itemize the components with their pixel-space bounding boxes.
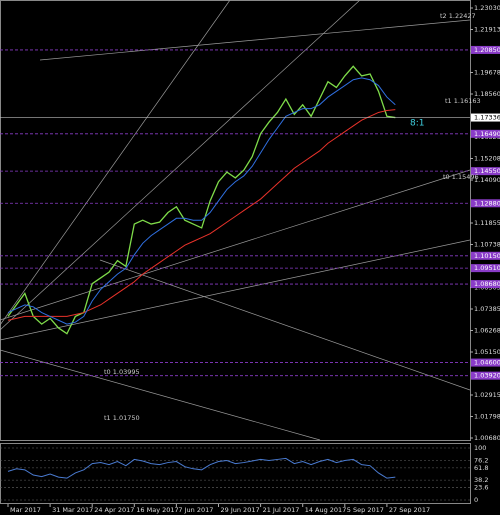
y-tick-label: 1.14090 xyxy=(474,176,500,184)
level-box xyxy=(471,264,500,273)
x-tick-label: 5 Sep 2017 xyxy=(347,506,384,514)
annotation: t0 1.03995 xyxy=(104,368,140,376)
y-tick-label: 1.07385 xyxy=(474,305,500,313)
trendline xyxy=(0,0,231,326)
x-tick-label: 31 Mar 2017 xyxy=(52,506,93,514)
x-tick-label: 7 Jun 2017 xyxy=(178,506,213,514)
y-tick-label: 1.00680 xyxy=(474,434,500,442)
y-tick-label: 1.01798 xyxy=(474,412,500,420)
price-line xyxy=(7,65,396,335)
indicator-tick-label: 23.6 xyxy=(474,484,488,492)
indicator-tick-label: 76.2 xyxy=(474,456,488,464)
current-price-box xyxy=(471,113,500,122)
level-box xyxy=(471,358,500,367)
x-tick-label: 24 Apr 2017 xyxy=(94,506,134,514)
indicator-frame xyxy=(0,443,471,504)
y-tick-label: 1.05150 xyxy=(474,348,500,356)
annotation: t2 1.22427 xyxy=(440,12,476,20)
x-tick-label: 14 Aug 2017 xyxy=(305,506,347,514)
x-tick-label: 16 May 2017 xyxy=(136,506,178,514)
y-tick-label: 1.19678 xyxy=(474,68,500,76)
indicator-tick-label: 38.2 xyxy=(474,476,488,484)
level-box xyxy=(471,199,500,208)
level-box xyxy=(471,167,500,176)
level-box xyxy=(471,371,500,380)
indicator-line xyxy=(7,457,396,479)
annotation: t1 1.16163 xyxy=(445,97,481,105)
trendlines xyxy=(0,0,471,441)
trendline xyxy=(0,0,361,331)
trendline xyxy=(0,169,471,321)
indicator-tick-label: 100 xyxy=(474,444,486,452)
y-tick-label: 1.23030 xyxy=(474,4,500,12)
level-label: 1.16490 xyxy=(474,130,500,138)
trendline xyxy=(39,19,471,61)
trendline xyxy=(0,349,321,441)
y-tick-label: 1.21913 xyxy=(474,25,500,33)
x-tick-label: Mar 2017 xyxy=(10,506,41,514)
price-line xyxy=(7,77,396,325)
trendline xyxy=(0,239,471,341)
level-box xyxy=(471,251,500,260)
y-tick-label: 1.15208 xyxy=(474,154,500,162)
price-line xyxy=(7,109,396,321)
level-label: 1.08680 xyxy=(474,280,500,288)
level-label: 1.03920 xyxy=(474,372,500,380)
annotation: t0 1.15496 xyxy=(443,173,479,181)
y-tick-label: 1.10738 xyxy=(474,240,500,248)
annotation: t1 1.01750 xyxy=(104,414,140,422)
y-tick-label: 1.06268 xyxy=(474,326,500,334)
level-label: 1.09510 xyxy=(474,264,500,272)
level-label: 1.12880 xyxy=(474,199,500,207)
x-tick-label: 21 Jul 2017 xyxy=(263,506,300,514)
y-tick-label: 1.02915 xyxy=(474,391,500,399)
level-label: 1.04600 xyxy=(474,359,500,367)
level-box xyxy=(471,129,500,138)
indicator-tick-label: 61.8 xyxy=(474,464,488,472)
level-box xyxy=(471,45,500,54)
x-tick-label: 29 Jun 2017 xyxy=(221,506,260,514)
level-label: 1.14550 xyxy=(474,167,500,175)
trendline xyxy=(99,259,471,391)
level-box xyxy=(471,280,500,289)
main-frame xyxy=(0,0,471,441)
level-label: 1.10150 xyxy=(474,252,500,260)
annotation: 8:1 xyxy=(410,119,424,129)
x-tick-label: 27 Sep 2017 xyxy=(389,506,430,514)
indicator-tick-label: 0 xyxy=(474,496,478,504)
y-tick-label: 1.18560 xyxy=(474,90,500,98)
level-label: 1.20850 xyxy=(474,46,500,54)
current-price-label: 1.17336 xyxy=(474,114,500,122)
y-tick-label: 1.11855 xyxy=(474,219,500,227)
